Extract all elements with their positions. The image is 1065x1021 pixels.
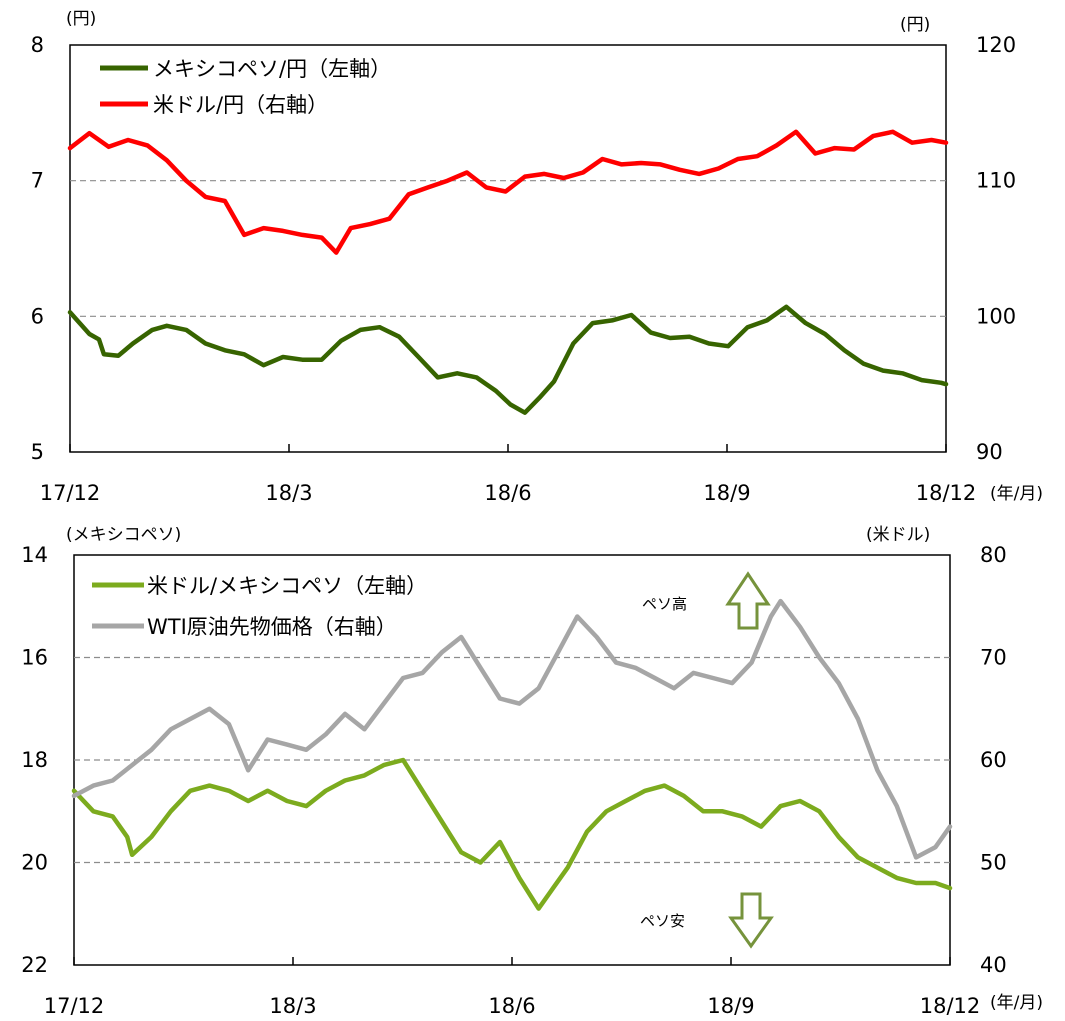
y-left-tick-0: 5 — [31, 440, 44, 464]
x-axis-ticks-top — [69, 444, 947, 452]
legend-bottom: 米ドル/メキシコペソ（左軸） WTI原油先物価格（右軸） — [92, 574, 427, 639]
x-tick-label-4: 18/12 — [920, 994, 981, 1017]
series-line-mxn-jpy — [67, 304, 949, 415]
down-arrow-icon — [728, 892, 774, 949]
y-left-tick-labels-top: 5 6 7 8 — [31, 33, 44, 464]
y-right-unit-bottom: (米ドル) — [866, 525, 930, 545]
series-lines-bottom — [71, 598, 953, 911]
gridlines-top — [70, 180, 946, 317]
series-line-wti — [71, 598, 953, 860]
y-left-unit-bottom: (メキシコペソ) — [66, 525, 181, 545]
series-line-usd-jpy — [67, 129, 949, 255]
x-tick-label-3: 18/9 — [703, 481, 750, 505]
y-right-tick-4: 40 — [980, 953, 1007, 977]
y-right-tick-labels-top: 90 100 110 120 — [976, 33, 1016, 464]
y-left-tick-1: 6 — [31, 304, 44, 328]
x-tick-label-2: 18/6 — [484, 481, 531, 505]
gridlines-bottom — [74, 656, 950, 864]
x-tick-labels-top: 17/12 18/3 18/6 18/9 18/12 — [40, 481, 977, 505]
y-right-tick-3: 50 — [980, 851, 1007, 875]
y-left-tick-2: 18 — [21, 748, 48, 772]
y-left-tick-labels-bottom: 14 16 18 20 22 — [21, 543, 48, 977]
x-axis-ticks-bottom — [73, 957, 951, 965]
x-unit-bottom: (年/月) — [990, 993, 1043, 1013]
y-right-unit-top: (円) — [900, 15, 930, 35]
y-left-tick-4: 22 — [21, 953, 48, 977]
y-right-tick-1: 100 — [976, 304, 1016, 328]
y-left-tick-3: 8 — [31, 33, 44, 57]
y-left-tick-3: 20 — [21, 851, 48, 875]
x-tick-label-1: 18/3 — [269, 994, 316, 1017]
x-tick-label-3: 18/9 — [707, 994, 754, 1017]
x-tick-label-0: 17/12 — [40, 481, 101, 505]
y-left-tick-1: 16 — [21, 646, 48, 670]
peso-low-label: ペソ安 — [640, 912, 685, 930]
series-line-usd-mxn — [71, 757, 953, 911]
legend-label-usd-mxn: 米ドル/メキシコペソ（左軸） — [147, 574, 427, 598]
y-left-unit-top: (円) — [66, 9, 96, 29]
y-right-tick-1: 70 — [980, 646, 1007, 670]
x-tick-labels-bottom: 17/12 18/3 18/6 18/9 18/12 — [44, 994, 981, 1018]
y-right-tick-0: 90 — [976, 440, 1003, 464]
peso-high-label: ペソ高 — [642, 595, 687, 613]
legend-top: メキシコペソ/円（左軸） 米ドル/円（右軸） — [100, 57, 391, 117]
up-arrow-icon — [725, 571, 771, 630]
x-tick-label-4: 18/12 — [916, 481, 977, 505]
y-left-tick-2: 7 — [31, 169, 44, 193]
x-unit-top: (年/月) — [990, 484, 1043, 504]
x-tick-label-0: 17/12 — [44, 994, 105, 1017]
y-right-tick-labels-bottom: 80 70 60 50 40 — [980, 543, 1007, 977]
y-right-tick-3: 120 — [976, 33, 1016, 57]
x-tick-label-1: 18/3 — [265, 481, 312, 505]
y-right-tick-0: 80 — [980, 543, 1007, 567]
y-right-tick-2: 110 — [976, 169, 1016, 193]
legend-label-mxn-jpy: メキシコペソ/円（左軸） — [153, 57, 391, 81]
y-left-tick-0: 14 — [21, 543, 48, 567]
series-lines-top — [67, 129, 949, 415]
legend-label-wti: WTI原油先物価格（右軸） — [147, 615, 397, 639]
x-tick-label-2: 18/6 — [488, 994, 535, 1017]
y-right-tick-2: 60 — [980, 748, 1007, 772]
legend-label-usd-jpy: 米ドル/円（右軸） — [153, 93, 328, 117]
